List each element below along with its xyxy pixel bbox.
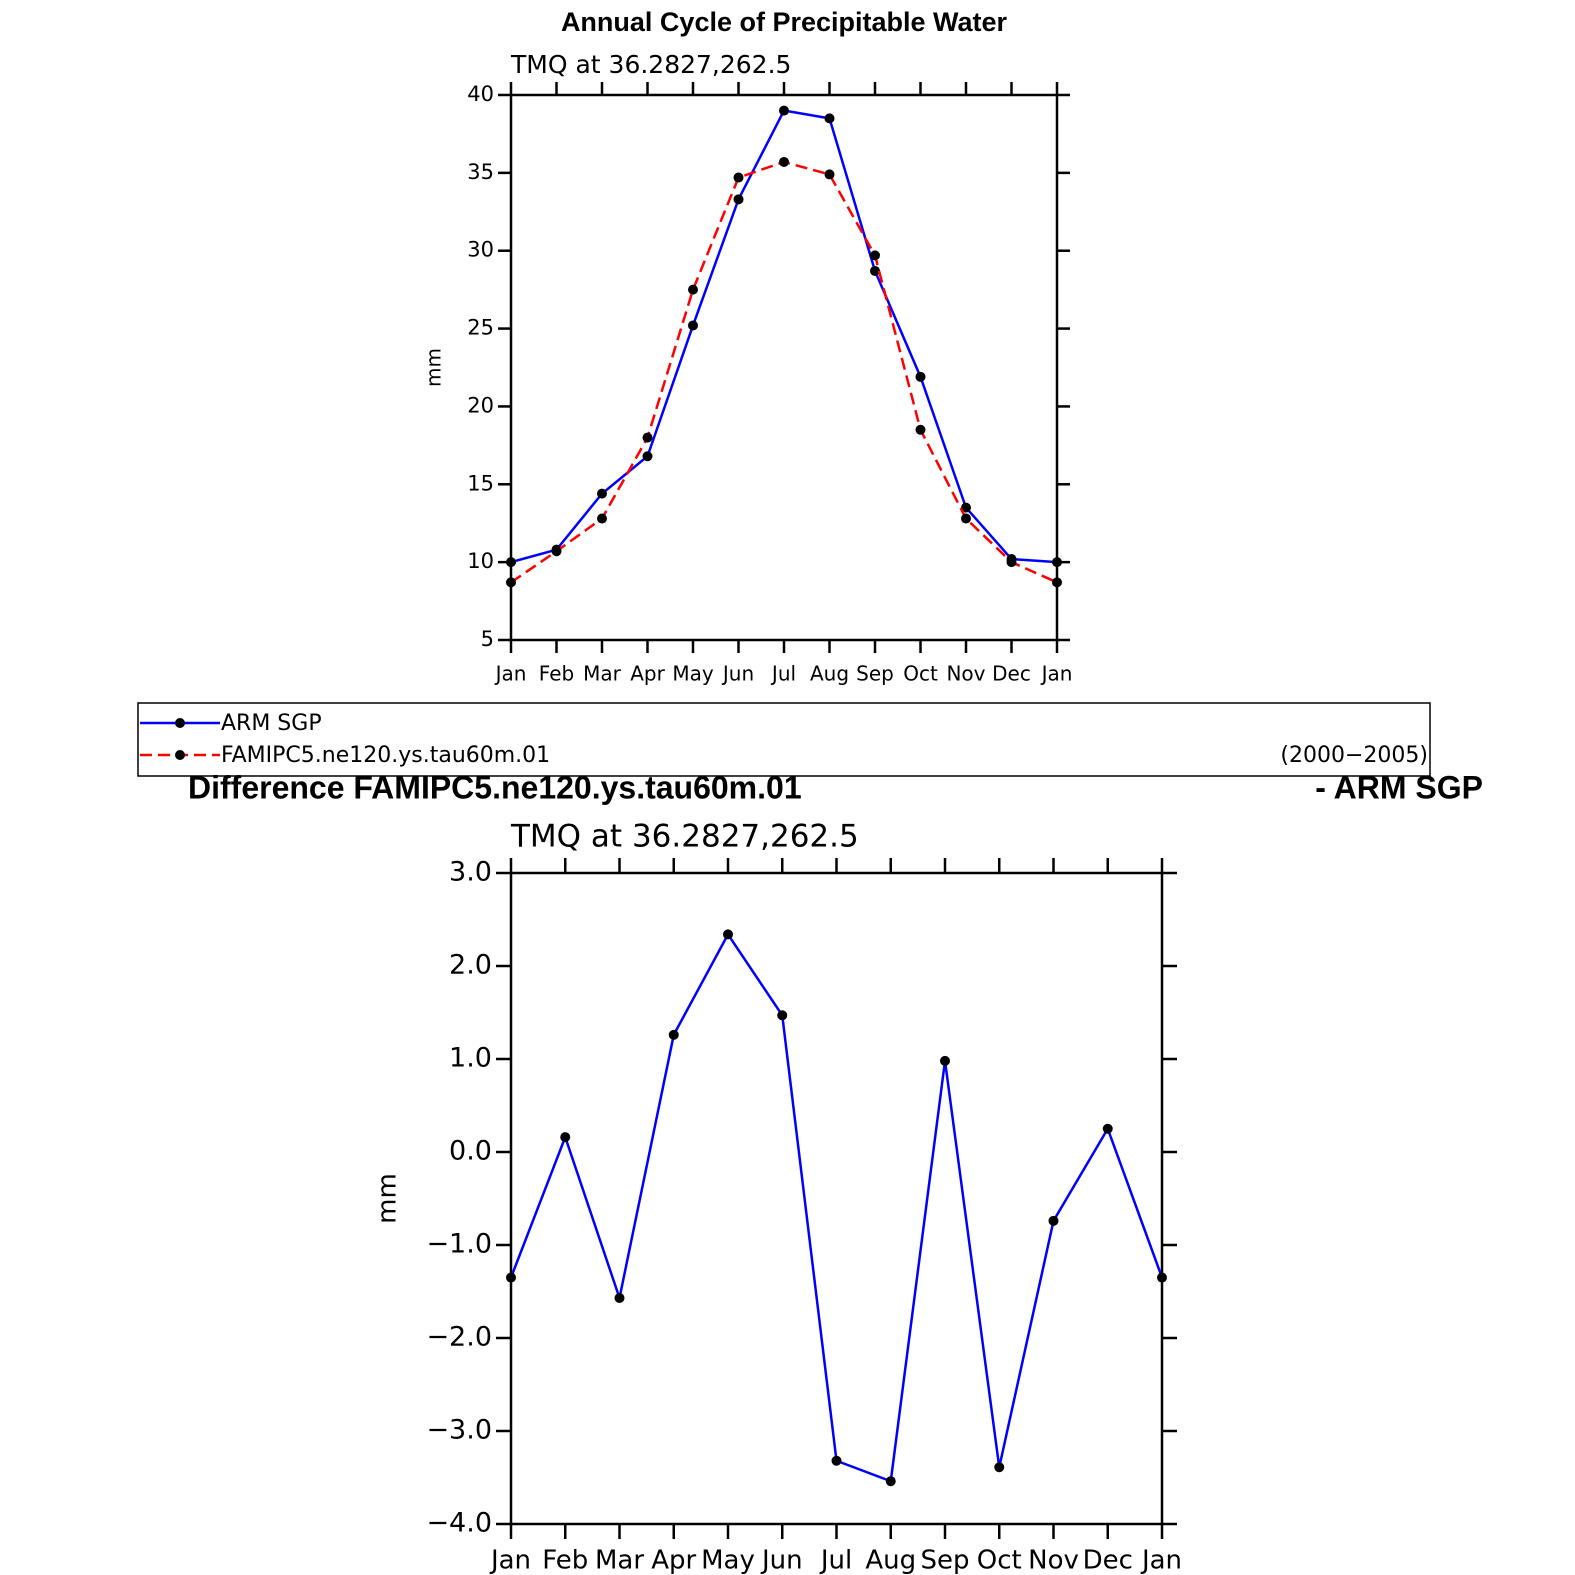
- data-point: [915, 371, 926, 382]
- y-tick-label: −3.0: [426, 1415, 492, 1446]
- x-tick-label: Oct: [977, 1546, 1022, 1575]
- data-point: [915, 424, 926, 435]
- data-point: [1006, 557, 1017, 568]
- data-point: [506, 577, 516, 588]
- data-point: [994, 1462, 1005, 1473]
- legend-label: ARM SGP: [221, 711, 322, 736]
- y-tick-label: 40: [467, 82, 494, 106]
- y-tick-label: 30: [467, 238, 494, 262]
- y-tick-label: 25: [467, 316, 494, 340]
- chart-title: Annual Cycle of Precipitable Water: [561, 7, 1008, 37]
- data-point: [1157, 1272, 1167, 1283]
- data-point: [597, 488, 607, 499]
- legend-note: (2000−2005): [1280, 743, 1428, 768]
- x-tick-label: Jul: [819, 1546, 852, 1575]
- data-point: [614, 1293, 625, 1304]
- data-point: [1048, 1215, 1059, 1226]
- data-point: [506, 1272, 516, 1283]
- x-tick-label: Feb: [539, 662, 574, 686]
- chart-title: Difference FAMIPC5.ne120.ys.tau60m.01: [188, 769, 802, 805]
- x-tick-label: Apr: [651, 1546, 696, 1575]
- y-tick-label: 35: [467, 160, 494, 184]
- plot-frame: [509, 93, 1059, 642]
- chart-subtitle: TMQ at 36.2827,262.5: [510, 50, 791, 79]
- data-point: [642, 451, 653, 462]
- data-point: [831, 1455, 842, 1466]
- data-point: [1102, 1123, 1113, 1134]
- data-point: [506, 557, 516, 568]
- legend-marker: [175, 750, 185, 760]
- y-tick-label: 3.0: [449, 857, 492, 888]
- data-point: [961, 513, 971, 524]
- y-axis-label: mm: [373, 1173, 403, 1224]
- data-point: [824, 169, 835, 180]
- x-tick-label: Mar: [583, 662, 622, 686]
- chart-title-right: - ARM SGP: [1315, 769, 1483, 805]
- data-point: [668, 1029, 679, 1040]
- x-tick-label: Sep: [920, 1546, 969, 1575]
- y-tick-label: −4.0: [426, 1508, 492, 1539]
- x-tick-label: Nov: [1028, 1546, 1079, 1575]
- y-tick-label: 10: [467, 549, 494, 573]
- x-tick-label: Dec: [1083, 1546, 1133, 1575]
- x-tick-label: Aug: [810, 662, 849, 686]
- x-tick-label: Apr: [630, 662, 665, 686]
- legend-marker: [175, 718, 185, 728]
- y-axis-label: mm: [422, 348, 446, 387]
- y-tick-label: −2.0: [426, 1322, 492, 1353]
- x-tick-label: Jul: [770, 662, 796, 686]
- data-point: [551, 546, 562, 557]
- x-tick-label: Aug: [865, 1546, 916, 1575]
- y-tick-label: −1.0: [426, 1229, 492, 1260]
- x-tick-label: Jan: [1040, 662, 1073, 686]
- data-point: [1052, 577, 1062, 588]
- y-tick-label: 2.0: [449, 950, 492, 981]
- y-tick-label: 20: [467, 393, 494, 417]
- y-tick-label: 0.0: [449, 1136, 492, 1167]
- legend-box: [137, 702, 1431, 777]
- x-tick-label: Oct: [903, 662, 938, 686]
- data-point: [870, 250, 880, 261]
- chart-subtitle: TMQ at 36.2827,262.5: [510, 819, 859, 855]
- x-tick-label: May: [672, 662, 714, 686]
- data-point: [777, 1010, 788, 1021]
- x-tick-label: Jan: [489, 1546, 531, 1575]
- x-tick-label: Jan: [494, 662, 527, 686]
- y-tick-label: 5: [481, 627, 494, 651]
- x-tick-label: Sep: [856, 662, 894, 686]
- legend-label: FAMIPC5.ne120.ys.tau60m.01: [221, 743, 550, 768]
- data-point: [885, 1476, 896, 1487]
- y-tick-label: 1.0: [449, 1043, 492, 1074]
- plot-frame: [509, 871, 1164, 1526]
- y-tick-label: 15: [467, 471, 494, 495]
- data-point: [733, 194, 744, 205]
- data-point: [560, 1132, 571, 1143]
- x-tick-label: Feb: [542, 1546, 588, 1575]
- data-point: [688, 284, 698, 295]
- data-point: [733, 172, 744, 183]
- data-point: [870, 265, 880, 276]
- x-tick-label: Dec: [992, 662, 1031, 686]
- data-point: [961, 502, 971, 513]
- data-point: [597, 513, 607, 524]
- data-point: [779, 105, 789, 116]
- data-point: [723, 929, 733, 940]
- x-tick-label: Nov: [946, 662, 985, 686]
- data-point: [779, 156, 789, 167]
- x-tick-label: Jun: [760, 1546, 803, 1575]
- x-tick-label: Mar: [595, 1546, 644, 1575]
- x-tick-label: Jun: [721, 662, 754, 686]
- x-tick-label: May: [701, 1546, 755, 1575]
- data-point: [940, 1055, 950, 1066]
- data-point: [642, 432, 653, 443]
- data-point: [1052, 557, 1062, 568]
- x-tick-label: Jan: [1140, 1546, 1182, 1575]
- data-point: [824, 113, 835, 124]
- data-point: [688, 320, 698, 331]
